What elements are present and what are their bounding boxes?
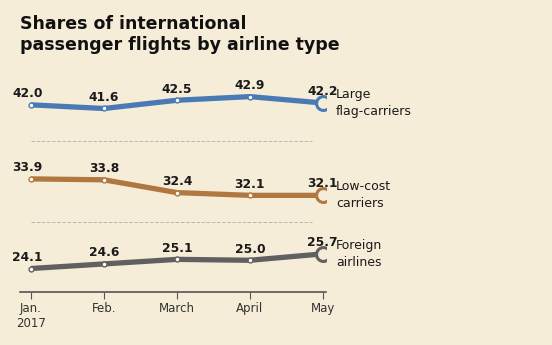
Text: Large
flag-carriers: Large flag-carriers xyxy=(336,88,412,118)
Text: Shares of international
passenger flights by airline type: Shares of international passenger flight… xyxy=(20,15,339,54)
Text: 33.8: 33.8 xyxy=(89,162,119,175)
Text: 42.9: 42.9 xyxy=(235,79,265,92)
Text: 32.1: 32.1 xyxy=(307,177,338,190)
Text: 42.5: 42.5 xyxy=(162,83,192,96)
Text: 32.4: 32.4 xyxy=(162,175,192,188)
Text: 42.2: 42.2 xyxy=(307,85,338,98)
Text: Low-cost
carriers: Low-cost carriers xyxy=(336,180,391,210)
Text: 32.1: 32.1 xyxy=(235,178,265,191)
Text: 24.6: 24.6 xyxy=(89,246,119,259)
Text: 41.6: 41.6 xyxy=(89,91,119,104)
Text: 42.0: 42.0 xyxy=(12,87,43,100)
Text: 24.1: 24.1 xyxy=(12,251,43,264)
Text: 25.1: 25.1 xyxy=(162,242,192,255)
Text: Foreign
airlines: Foreign airlines xyxy=(336,239,382,269)
Text: 33.9: 33.9 xyxy=(12,161,43,174)
Text: 25.7: 25.7 xyxy=(307,236,338,249)
Text: 25.0: 25.0 xyxy=(235,243,265,256)
